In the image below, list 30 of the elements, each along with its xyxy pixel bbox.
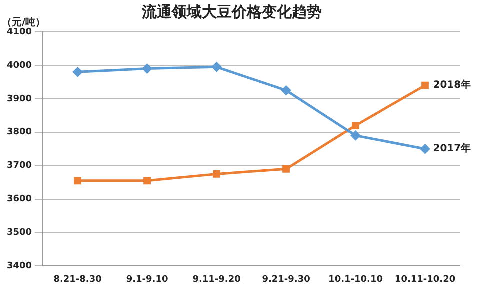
y-tick-label: 3400: [6, 262, 32, 272]
point: [74, 177, 82, 185]
point: [142, 64, 152, 74]
x-tick-label: 10.1-10.10: [328, 274, 383, 285]
y-tick-label: 3700: [6, 161, 32, 172]
point: [72, 67, 83, 78]
point: [213, 170, 220, 178]
x-tick-label: 8.21-8.30: [54, 274, 102, 285]
x-tick-label: 9.21-9.30: [262, 274, 310, 285]
y-tick-label: 4000: [6, 60, 32, 71]
series-label: 2018年: [433, 79, 472, 92]
y-tick-label: 3600: [6, 194, 32, 205]
point: [144, 177, 151, 185]
y-axis-title: （元/吨）: [2, 16, 46, 29]
y-tick-label: 3900: [6, 94, 32, 104]
point: [420, 144, 430, 154]
point: [281, 86, 292, 96]
point: [212, 62, 222, 72]
y-tick-label: 4100: [6, 27, 32, 38]
x-tick-label: 9.1-9.10: [126, 274, 168, 285]
point: [352, 122, 360, 130]
x-tick-label: 9.11-9.20: [192, 274, 241, 285]
y-tick-label: 3500: [6, 228, 32, 238]
point: [282, 165, 290, 173]
chart-title: 流通领域大豆价格变化趋势: [141, 2, 322, 21]
series-label: 2017年: [433, 142, 472, 155]
x-tick-label: 10.11-10.20: [394, 274, 456, 285]
point: [350, 130, 361, 141]
point: [422, 82, 429, 90]
y-tick-label: 3800: [6, 128, 32, 138]
